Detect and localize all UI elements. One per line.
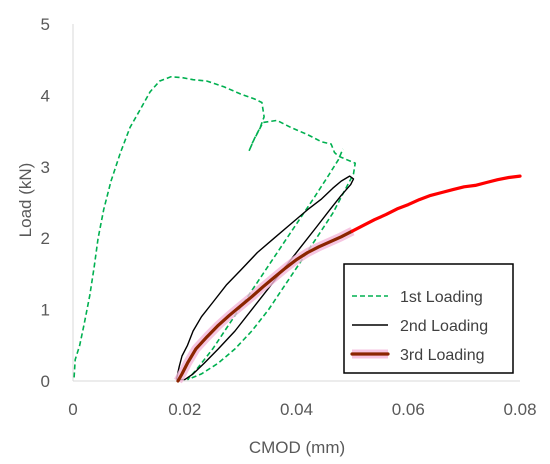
y-tick-label: 2: [41, 229, 50, 248]
series-line-2: [175, 175, 355, 381]
y-axis-label: Load (kN): [16, 163, 35, 238]
x-tick-labels: 0 0.02 0.04 0.06 0.08: [68, 400, 536, 419]
y-tick-labels: 0 1 2 3 4 5: [41, 15, 50, 391]
legend: 1st Loading 2nd Loading 3rd Loading: [343, 263, 514, 374]
axes: [72, 24, 520, 382]
legend-label: 2nd Loading: [400, 318, 488, 335]
y-tick-label: 1: [41, 301, 50, 320]
y-tick-label: 3: [41, 158, 50, 177]
x-tick-label: 0.08: [503, 400, 536, 419]
y-tick-label: 4: [41, 86, 50, 105]
y-tick-label: 5: [41, 15, 50, 34]
series-line-3: [176, 229, 354, 383]
legend-items: 1st Loading 2nd Loading 3rd Loading: [350, 289, 488, 364]
legend-label: 1st Loading: [400, 289, 483, 306]
y-tick-label: 0: [41, 372, 50, 391]
legend-box: [343, 263, 514, 374]
series-line-4: [350, 174, 522, 233]
legend-label: 3rd Loading: [400, 347, 485, 364]
x-axis-label: CMOD (mm): [249, 438, 345, 457]
series-layer: [73, 75, 522, 384]
series-line-1: [73, 75, 357, 381]
x-tick-label: 0: [68, 400, 77, 419]
x-tick-label: 0.04: [280, 400, 313, 419]
x-tick-label: 0.02: [168, 400, 201, 419]
x-tick-label: 0.06: [392, 400, 425, 419]
